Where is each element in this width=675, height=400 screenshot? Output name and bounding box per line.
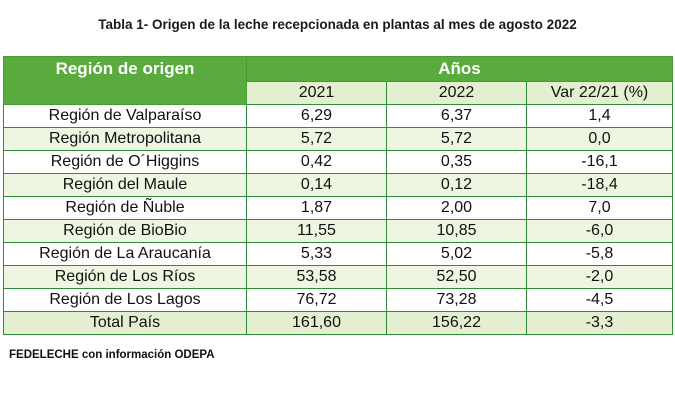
table-row: Región de BioBio 11,55 10,85 -6,0	[3, 219, 673, 243]
value-2021-cell: 0,42	[246, 150, 387, 174]
region-cell: Región de Ñuble	[3, 196, 247, 220]
total-variation: -3,3	[526, 311, 673, 335]
value-2021-cell: 1,87	[246, 196, 387, 220]
value-2022-cell: 52,50	[386, 265, 527, 289]
region-cell: Región de Los Ríos	[3, 265, 247, 289]
region-cell: Región del Maule	[3, 173, 247, 197]
header-row-years: 2021 2022 Var 22/21 (%)	[4, 81, 673, 105]
variation-cell: -4,5	[526, 288, 673, 312]
table-row: Región de Los Ríos 53,58 52,50 -2,0	[3, 265, 673, 289]
value-2021-cell: 53,58	[246, 265, 387, 289]
variation-cell: -18,4	[526, 173, 673, 197]
table-title: Tabla 1- Origen de la leche recepcionada…	[98, 17, 577, 32]
table-row: Región Metropolitana 5,72 5,72 0,0	[3, 127, 673, 151]
source-note: FEDELECHE con información ODEPA	[9, 349, 215, 361]
year-2022-header: 2022	[386, 81, 527, 105]
table-row: Región de O´Higgins 0,42 0,35 -16,1	[3, 150, 673, 174]
region-column-header: Región de origen	[3, 56, 247, 105]
table-row: Región de Los Lagos 76,72 73,28 -4,5	[3, 288, 673, 312]
value-2022-cell: 0,12	[386, 173, 527, 197]
table-row: Región del Maule 0,14 0,12 -18,4	[3, 173, 673, 197]
variation-cell: -5,8	[526, 242, 673, 266]
total-label: Total País	[3, 311, 247, 335]
region-cell: Región de O´Higgins	[3, 150, 247, 174]
value-2021-cell: 11,55	[246, 219, 387, 243]
year-2021-header: 2021	[246, 81, 387, 105]
region-cell: Región de Valparaíso	[3, 104, 247, 128]
variation-cell: -16,1	[526, 150, 673, 174]
variation-cell: -2,0	[526, 265, 673, 289]
value-2022-cell: 73,28	[386, 288, 527, 312]
variation-cell: -6,0	[526, 219, 673, 243]
variation-cell: 1,4	[526, 104, 673, 128]
years-group-header: Años	[246, 56, 673, 82]
region-cell: Región de Los Lagos	[3, 288, 247, 312]
value-2022-cell: 2,00	[386, 196, 527, 220]
value-2021-cell: 5,72	[246, 127, 387, 151]
value-2022-cell: 0,35	[386, 150, 527, 174]
milk-origin-table: Región de origen Años 2021 2022 Var 22/2…	[3, 56, 673, 335]
total-2021: 161,60	[246, 311, 387, 335]
variation-cell: 7,0	[526, 196, 673, 220]
region-cell: Región Metropolitana	[3, 127, 247, 151]
value-2021-cell: 0,14	[246, 173, 387, 197]
value-2021-cell: 5,33	[246, 242, 387, 266]
variation-cell: 0,0	[526, 127, 673, 151]
value-2022-cell: 5,02	[386, 242, 527, 266]
value-2022-cell: 10,85	[386, 219, 527, 243]
region-cell: Región de La Araucanía	[3, 242, 247, 266]
value-2021-cell: 6,29	[246, 104, 387, 128]
table-row: Región de Valparaíso 6,29 6,37 1,4	[3, 104, 673, 128]
table-row: Región de La Araucanía 5,33 5,02 -5,8	[3, 242, 673, 266]
variation-header: Var 22/21 (%)	[526, 81, 673, 105]
table-row: Región de Ñuble 1,87 2,00 7,0	[3, 196, 673, 220]
region-cell: Región de BioBio	[3, 219, 247, 243]
value-2021-cell: 76,72	[246, 288, 387, 312]
value-2022-cell: 5,72	[386, 127, 527, 151]
header-row-groups: Región de origen Años	[3, 56, 673, 105]
value-2022-cell: 6,37	[386, 104, 527, 128]
total-row: Total País 161,60 156,22 -3,3	[3, 311, 673, 335]
total-2022: 156,22	[386, 311, 527, 335]
